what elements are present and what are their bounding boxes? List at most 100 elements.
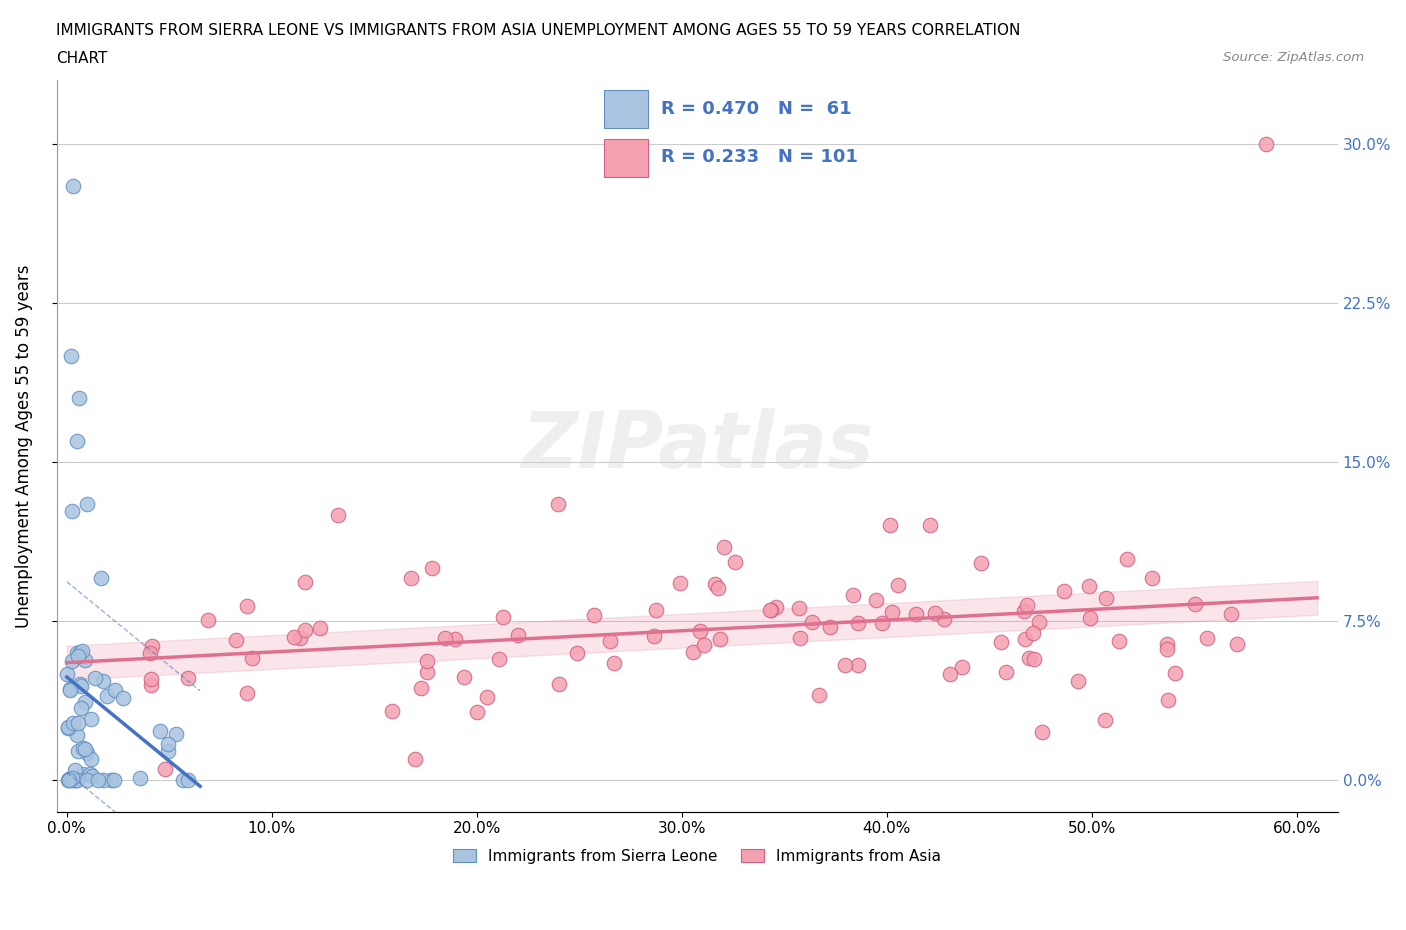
Point <box>787 601 810 616</box>
Point <box>58 773 80 788</box>
Point <box>846 658 869 672</box>
Point <box>1226 637 1249 652</box>
Point <box>1219 606 1241 621</box>
Point <box>67 391 90 405</box>
Point <box>309 621 332 636</box>
Point <box>465 704 488 719</box>
Point <box>1094 713 1116 728</box>
Point <box>235 599 257 614</box>
Point <box>920 518 942 533</box>
Point <box>83 671 105 685</box>
Point <box>56 667 79 682</box>
Point <box>75 741 97 756</box>
Point <box>416 664 439 679</box>
Point <box>970 556 993 571</box>
Text: R = 0.470   N =  61: R = 0.470 N = 61 <box>661 100 852 118</box>
Point <box>1067 673 1090 688</box>
Point <box>846 616 869 631</box>
Point <box>548 676 571 691</box>
Point <box>172 773 194 788</box>
Point <box>759 603 782 618</box>
Point <box>66 773 89 788</box>
Point <box>59 683 82 698</box>
Point <box>91 773 114 788</box>
Point <box>80 751 103 766</box>
Point <box>59 349 82 364</box>
Point <box>165 726 187 741</box>
Point <box>689 624 711 639</box>
Point <box>1078 578 1101 593</box>
Point <box>62 773 84 788</box>
Point <box>444 631 467 646</box>
Text: ZIPatlas: ZIPatlas <box>522 408 873 484</box>
Point <box>139 645 162 660</box>
Point <box>1052 584 1074 599</box>
Point <box>709 631 731 646</box>
Legend: Immigrants from Sierra Leone, Immigrants from Asia: Immigrants from Sierra Leone, Immigrants… <box>447 843 948 870</box>
Point <box>703 577 725 591</box>
Point <box>76 497 98 512</box>
Point <box>765 600 787 615</box>
Point <box>149 724 172 738</box>
Point <box>58 682 80 697</box>
Point <box>56 773 79 788</box>
Point <box>1095 591 1118 605</box>
Point <box>197 613 219 628</box>
Point <box>283 629 305 644</box>
Point <box>842 588 865 603</box>
Point <box>75 653 97 668</box>
Point <box>724 555 747 570</box>
Point <box>1157 693 1180 708</box>
Point <box>938 667 960 682</box>
Point <box>73 695 96 710</box>
Point <box>682 644 704 659</box>
Point <box>72 767 94 782</box>
Point <box>381 704 404 719</box>
Point <box>141 671 163 686</box>
Point <box>60 771 83 786</box>
Point <box>603 655 626 670</box>
Point <box>1028 615 1050 630</box>
Point <box>66 433 89 448</box>
Text: Source: ZipAtlas.com: Source: ZipAtlas.com <box>1223 51 1364 64</box>
Point <box>599 633 621 648</box>
Point <box>90 570 112 585</box>
Point <box>1108 633 1130 648</box>
Point <box>932 612 955 627</box>
Point <box>62 715 84 730</box>
Point <box>865 592 887 607</box>
Point <box>420 561 443 576</box>
Point <box>103 773 125 788</box>
Point <box>76 773 98 788</box>
Point <box>60 654 83 669</box>
Point <box>645 603 668 618</box>
Point <box>69 677 91 692</box>
Point <box>63 763 86 777</box>
Point <box>1031 724 1053 739</box>
Point <box>1116 551 1139 566</box>
Point <box>759 603 782 618</box>
Point <box>643 629 665 644</box>
Point <box>1017 597 1039 612</box>
Point <box>153 762 176 777</box>
Point <box>72 740 94 755</box>
Point <box>177 671 200 685</box>
Point <box>66 728 89 743</box>
Point <box>70 644 93 659</box>
Bar <box>605 139 648 178</box>
Point <box>288 631 311 645</box>
Point <box>294 622 316 637</box>
Point <box>713 539 735 554</box>
Point <box>56 720 79 735</box>
Point <box>950 660 973 675</box>
Point <box>66 645 89 660</box>
Point <box>58 720 80 735</box>
Point <box>834 658 856 672</box>
Point <box>789 631 811 645</box>
Point <box>236 685 259 700</box>
Point <box>820 619 842 634</box>
Point <box>59 772 82 787</box>
Point <box>707 580 730 595</box>
Point <box>506 628 529 643</box>
Point <box>58 772 80 787</box>
